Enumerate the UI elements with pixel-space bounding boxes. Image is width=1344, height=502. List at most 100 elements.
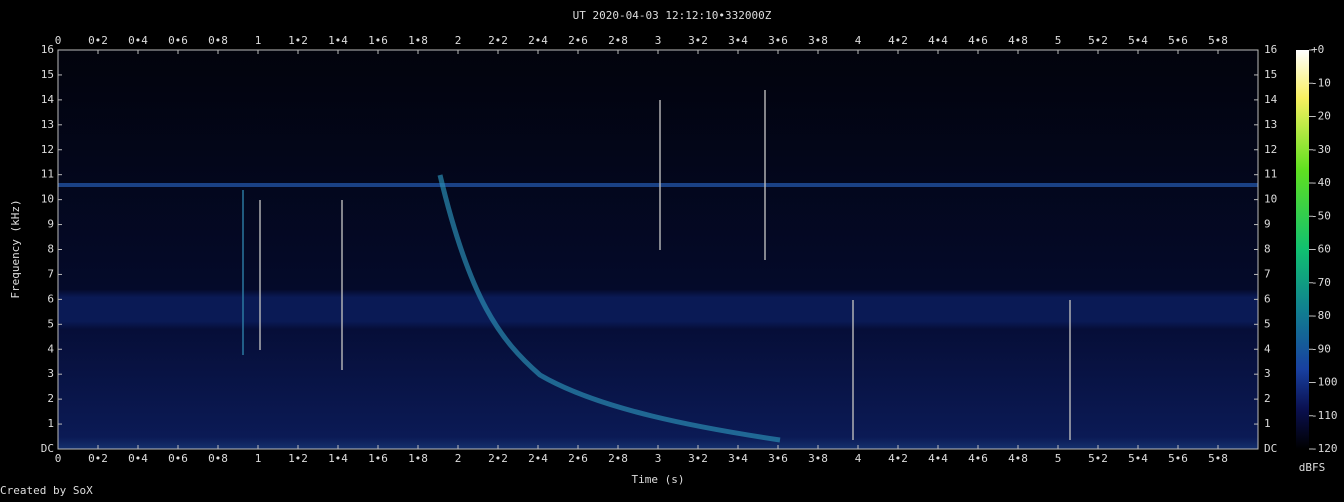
y-tick-label: 8 — [47, 243, 54, 256]
colorbar-tick-label: -60 — [1311, 243, 1331, 256]
x-tick-label: 5•4 — [1128, 34, 1148, 47]
impulses — [242, 90, 1071, 440]
y-tick-label: 2 — [1264, 392, 1271, 405]
y-tick-label: 7 — [1264, 267, 1271, 280]
colorbar-tick-label: -110 — [1311, 409, 1338, 422]
y-tick-label: DC — [1264, 442, 1277, 455]
x-tick-label: 3•2 — [688, 452, 708, 465]
x-tick-label: 2 — [455, 452, 462, 465]
colorbar-tick-label: -20 — [1311, 110, 1331, 123]
x-tick-label: 2•6 — [568, 34, 588, 47]
x-tick-label: 5 — [1055, 452, 1062, 465]
x-tick-label: 3 — [655, 34, 662, 47]
x-tick-label: 4•4 — [928, 34, 948, 47]
x-tick-label: 1•4 — [328, 34, 348, 47]
y-tick-label: 13 — [1264, 118, 1277, 131]
colorbar-tick-label: -70 — [1311, 276, 1331, 289]
y-tick-label: 10 — [41, 193, 54, 206]
y-tick-label: 1 — [1264, 417, 1271, 430]
colorbar-tick-label: -120 — [1311, 442, 1338, 455]
x-tick-label: 2•2 — [488, 452, 508, 465]
x-tick-label: 2•8 — [608, 34, 628, 47]
x-tick-label: 5•8 — [1208, 452, 1228, 465]
y-tick-label: 3 — [47, 367, 54, 380]
colorbar-tick-label: -40 — [1311, 176, 1331, 189]
colorbar-tick-label: -90 — [1311, 342, 1331, 355]
y-tick-label: 8 — [1264, 243, 1271, 256]
y-tick-label: 14 — [1264, 93, 1278, 106]
colorbar-tick-label: -80 — [1311, 309, 1331, 322]
x-tick-label: 3 — [655, 452, 662, 465]
x-tick-label: 2•4 — [528, 34, 548, 47]
x-tick-label: 0•6 — [168, 34, 188, 47]
x-tick-label: 4•6 — [968, 34, 988, 47]
spectrogram — [58, 50, 1258, 449]
x-tick-label: 0•4 — [128, 452, 148, 465]
x-tick-label: 1•4 — [328, 452, 348, 465]
y-tick-label: 11 — [41, 168, 54, 181]
x-tick-label: 5•2 — [1088, 452, 1108, 465]
y-tick-label: 9 — [1264, 218, 1271, 231]
x-tick-label: 2•6 — [568, 452, 588, 465]
colorbar-label: dBFS — [1299, 461, 1326, 474]
colorbar-tick-label: -100 — [1311, 376, 1338, 389]
y-tick-label: 5 — [1264, 317, 1271, 330]
y-tick-label: 16 — [41, 43, 54, 56]
x-tick-label: 4 — [855, 34, 862, 47]
colorbar — [1296, 50, 1309, 449]
x-tick-label: 0•4 — [128, 34, 148, 47]
credit: Created by SoX — [0, 484, 93, 497]
y-tick-label: 12 — [1264, 143, 1277, 156]
y-tick-label: 1 — [47, 417, 54, 430]
y-tick-label: 10 — [1264, 193, 1277, 206]
x-tick-label: 3•6 — [768, 34, 788, 47]
colorbar-tick-label: +0 — [1311, 43, 1324, 56]
x-tick-label: 5•2 — [1088, 34, 1108, 47]
y-tick-label: 16 — [1264, 43, 1277, 56]
y-tick-label: 6 — [1264, 292, 1271, 305]
x-tick-label: 4•8 — [1008, 34, 1028, 47]
x-tick-label: 5 — [1055, 34, 1062, 47]
y-tick-label: 4 — [47, 342, 54, 355]
x-tick-label: 1 — [255, 34, 262, 47]
x-tick-label: 3•2 — [688, 34, 708, 47]
colorbar-tick-label: -50 — [1311, 209, 1331, 222]
y-tick-label: 15 — [41, 68, 54, 81]
x-axis-label: Time (s) — [632, 473, 685, 486]
x-tick-label: 2•4 — [528, 452, 548, 465]
x-tick-label: 2 — [455, 34, 462, 47]
x-tick-label: 4•8 — [1008, 452, 1028, 465]
whistler — [437, 174, 781, 443]
x-tick-label: 3•8 — [808, 452, 828, 465]
y-tick-label: 6 — [47, 292, 54, 305]
x-tick-label: 1•6 — [368, 34, 388, 47]
x-tick-label: 0•8 — [208, 452, 228, 465]
x-tick-label: 0•2 — [88, 34, 108, 47]
x-tick-label: 2•8 — [608, 452, 628, 465]
x-tick-label: 4•4 — [928, 452, 948, 465]
y-tick-label: 13 — [41, 118, 54, 131]
x-tick-label: 0•2 — [88, 452, 108, 465]
y-tick-label: 15 — [1264, 68, 1277, 81]
y-tick-label: 3 — [1264, 367, 1271, 380]
chart-title: UT 2020-04-03 12:12:10•332000Z — [573, 9, 772, 22]
x-tick-label: 5•6 — [1168, 452, 1188, 465]
y-tick-label: 7 — [47, 267, 54, 280]
x-tick-label: 0 — [55, 452, 62, 465]
x-tick-label: 0•8 — [208, 34, 228, 47]
x-tick-label: 4•2 — [888, 34, 908, 47]
x-tick-label: 1•8 — [408, 34, 428, 47]
x-tick-label: 1 — [255, 452, 262, 465]
x-tick-label: 3•4 — [728, 452, 748, 465]
x-tick-label: 5•6 — [1168, 34, 1188, 47]
colorbar-tick-label: -30 — [1311, 143, 1331, 156]
y-tick-label: 9 — [47, 218, 54, 231]
x-tick-label: 3•6 — [768, 452, 788, 465]
x-tick-label: 1•8 — [408, 452, 428, 465]
x-tick-label: 5•8 — [1208, 34, 1228, 47]
x-tick-label: 4 — [855, 452, 862, 465]
tone-line — [58, 183, 1258, 187]
y-tick-label: 2 — [47, 392, 54, 405]
